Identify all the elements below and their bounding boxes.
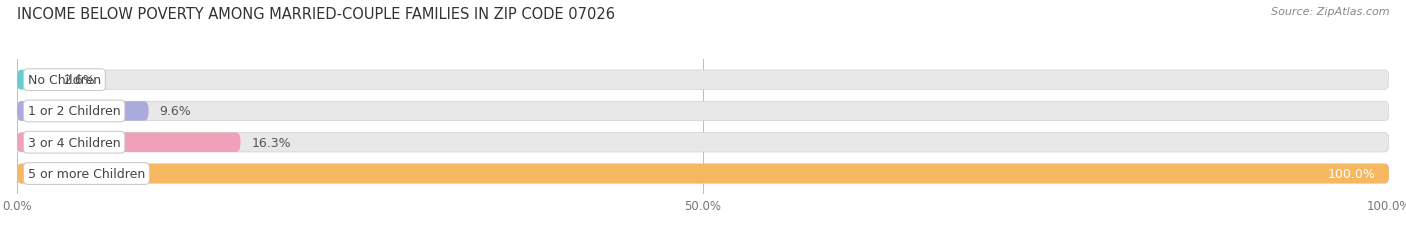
FancyBboxPatch shape xyxy=(17,133,240,152)
Text: 100.0%: 100.0% xyxy=(1327,167,1375,180)
Text: 5 or more Children: 5 or more Children xyxy=(28,167,145,180)
FancyBboxPatch shape xyxy=(17,164,1389,183)
Text: 3 or 4 Children: 3 or 4 Children xyxy=(28,136,121,149)
FancyBboxPatch shape xyxy=(17,164,1389,183)
Text: Source: ZipAtlas.com: Source: ZipAtlas.com xyxy=(1271,7,1389,17)
Text: INCOME BELOW POVERTY AMONG MARRIED-COUPLE FAMILIES IN ZIP CODE 07026: INCOME BELOW POVERTY AMONG MARRIED-COUPL… xyxy=(17,7,614,22)
FancyBboxPatch shape xyxy=(17,133,1389,152)
Text: 2.6%: 2.6% xyxy=(63,74,96,87)
Text: No Children: No Children xyxy=(28,74,101,87)
Text: 16.3%: 16.3% xyxy=(252,136,291,149)
FancyBboxPatch shape xyxy=(17,71,1389,90)
FancyBboxPatch shape xyxy=(17,71,52,90)
FancyBboxPatch shape xyxy=(17,102,1389,121)
Text: 1 or 2 Children: 1 or 2 Children xyxy=(28,105,121,118)
Text: 9.6%: 9.6% xyxy=(160,105,191,118)
FancyBboxPatch shape xyxy=(17,102,149,121)
